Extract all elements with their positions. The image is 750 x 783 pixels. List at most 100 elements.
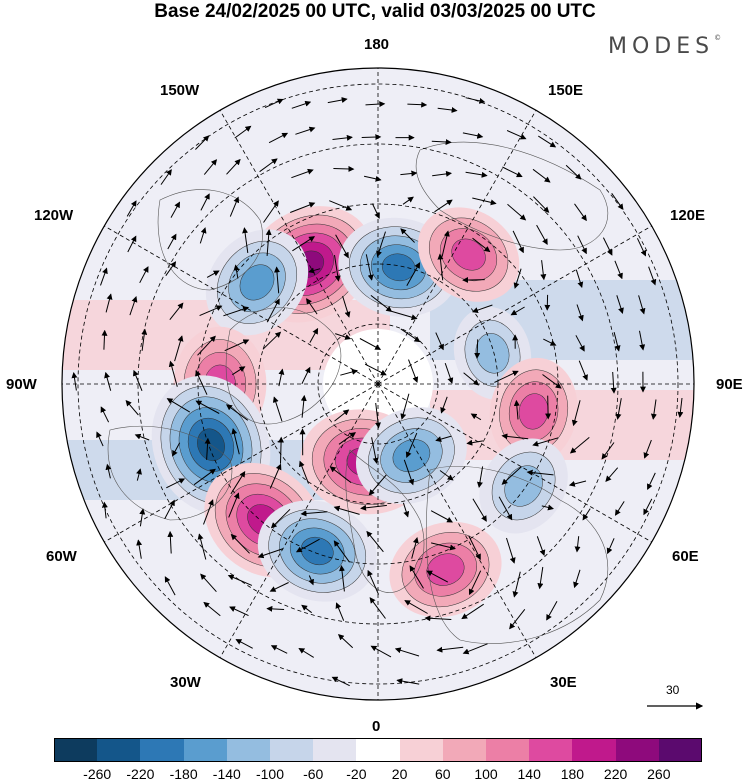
wind-arrow — [200, 573, 217, 593]
wind-arrow — [269, 463, 282, 489]
wind-arrow — [129, 296, 138, 316]
wind-arrow — [230, 470, 246, 495]
wind-arrow — [242, 227, 249, 253]
wind-arrow — [264, 98, 284, 109]
lon-label-90w: 90W — [6, 376, 37, 393]
reference-vector-label: 30 — [666, 683, 680, 697]
wind-arrow — [371, 437, 379, 464]
colorbar-tick-label: -180 — [169, 766, 198, 782]
colorbar-swatch — [572, 738, 617, 762]
wind-arrow — [409, 565, 424, 589]
wind-arrow — [168, 360, 178, 387]
lon-label-180: 180 — [364, 36, 390, 53]
wind-arrow — [616, 295, 624, 314]
wind-arrow — [501, 433, 529, 440]
wind-arrow — [582, 508, 591, 521]
wind-arrow — [235, 639, 253, 649]
wind-arrow — [298, 460, 309, 484]
wind-arrow — [643, 439, 652, 459]
wind-arrow — [474, 339, 481, 359]
wind-arrow — [394, 647, 420, 657]
wind-arrow — [602, 237, 613, 256]
wind-arrow — [164, 499, 175, 520]
wind-arrow — [203, 499, 214, 525]
wind-arrow — [136, 539, 143, 559]
wind-arrow — [574, 203, 587, 222]
wind-arrow — [331, 676, 350, 687]
colorbar-tick-label: 180 — [560, 766, 585, 782]
wind-arrow — [141, 328, 148, 351]
wind-arrow — [471, 304, 493, 313]
wind-arrow — [376, 231, 386, 258]
wind-arrow — [197, 533, 207, 560]
wind-arrow — [105, 463, 112, 479]
wind-arrow — [199, 305, 223, 317]
lon-label-30e: 30E — [550, 674, 577, 691]
wind-arrow — [166, 478, 186, 489]
anomaly-contour — [300, 536, 334, 566]
meridian-line — [104, 225, 379, 385]
wind-arrow — [265, 229, 272, 256]
map-border — [61, 67, 695, 701]
wind-arrow — [232, 366, 246, 376]
wind-arrow — [400, 228, 415, 243]
wind-arrow — [542, 374, 562, 389]
colorbar-tick-label: 220 — [603, 766, 628, 782]
wind-arrow — [172, 442, 181, 457]
wind-arrow — [269, 582, 289, 592]
wind-arrow — [337, 634, 354, 649]
wind-arrow — [614, 501, 625, 516]
wind-arrow — [333, 165, 355, 172]
wind-arrow — [268, 132, 289, 144]
wind-arrow — [400, 393, 410, 420]
wind-arrow — [278, 436, 285, 464]
wind-arrow — [335, 333, 352, 340]
lon-label-60e: 60E — [672, 548, 699, 565]
wind-arrow — [494, 370, 519, 383]
wind-arrow — [577, 235, 587, 255]
wind-arrow — [266, 605, 285, 612]
wind-arrow — [569, 437, 590, 454]
wind-arrow — [366, 530, 384, 553]
wind-arrow — [291, 168, 314, 179]
wind-arrow — [396, 678, 420, 685]
wind-arrow — [468, 570, 482, 596]
wind-arrow — [100, 406, 110, 423]
wind-arrow — [363, 175, 382, 182]
colorbar-swatch — [183, 738, 228, 762]
wind-arrow — [526, 469, 554, 476]
wind-arrow — [335, 602, 345, 621]
colorbar-swatch — [226, 738, 271, 762]
wind-arrow — [263, 200, 279, 223]
wind-arrow — [333, 540, 350, 563]
wind-arrow — [371, 203, 380, 219]
wind-arrow — [498, 496, 513, 521]
wind-arrow — [441, 230, 450, 257]
wind-arrow — [132, 369, 143, 391]
wind-arrow — [370, 645, 392, 658]
wind-arrow — [400, 170, 418, 177]
wind-arrow — [636, 238, 647, 257]
wind-arrow — [643, 498, 653, 516]
wind-arrow — [463, 372, 480, 386]
wind-arrow — [200, 193, 210, 211]
wind-arrow — [169, 302, 184, 321]
wind-arrow — [432, 170, 452, 177]
anomaly-center — [479, 438, 568, 534]
wind-arrow — [472, 197, 497, 206]
wind-arrow — [565, 164, 582, 180]
wind-arrow — [223, 306, 250, 317]
wind-arrow — [139, 508, 146, 527]
wind-arrow — [532, 168, 551, 183]
wind-arrow — [568, 480, 587, 487]
coastline — [225, 307, 342, 425]
wind-arrow — [274, 266, 280, 294]
wind-arrow — [136, 468, 142, 481]
wind-arrow — [533, 196, 550, 213]
coastline — [415, 141, 609, 251]
wind-arrow — [266, 298, 280, 323]
wind-arrow — [370, 295, 393, 313]
brand-name: MODES — [608, 34, 715, 59]
colorbar-swatch — [97, 738, 141, 762]
